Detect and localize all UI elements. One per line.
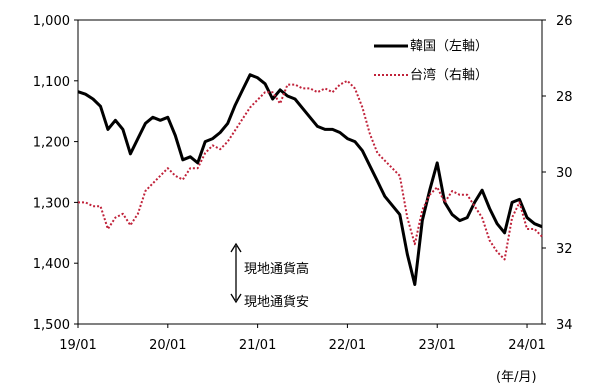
left-tick-label: 1,400 (33, 257, 70, 272)
left-tick-label: 1,500 (33, 318, 70, 333)
x-tick-label: 20/01 (149, 338, 186, 353)
right-tick-label: 30 (556, 166, 573, 181)
right-tick-label: 26 (556, 14, 573, 29)
x-tick-label: 23/01 (418, 338, 455, 353)
left-tick-label: 1,000 (33, 14, 70, 29)
right-tick-label: 28 (556, 90, 573, 105)
x-axis: 19/01 20/01 21/01 22/01 23/01 24/01 (59, 324, 546, 353)
plot-area (77, 19, 543, 325)
currency-direction-annotation: 現地通貨高 現地通貨安 (230, 242, 309, 310)
annotation-down-label: 現地通貨安 (244, 294, 309, 310)
x-axis-label: (年/月) (496, 370, 537, 385)
annotation-arrow-up-icon (230, 242, 242, 253)
left-axis: 1,000 1,100 1,200 1,300 1,400 1,500 (33, 14, 78, 333)
right-tick-label: 32 (556, 242, 573, 257)
right-axis: 26 28 30 32 34 (542, 14, 573, 333)
left-tick-label: 1,300 (33, 196, 70, 211)
x-tick-label: 22/01 (329, 338, 366, 353)
legend: 韓国（左軸） 台湾（右軸） (374, 39, 488, 83)
annotation-up-label: 現地通貨高 (244, 261, 309, 277)
legend-label-taiwan: 台湾（右軸） (410, 67, 488, 83)
right-tick-label: 34 (556, 318, 573, 333)
x-tick-label: 21/01 (239, 338, 276, 353)
left-tick-label: 1,100 (33, 75, 70, 90)
series-line-korea (77, 73, 543, 286)
legend-label-korea: 韓国（左軸） (410, 39, 488, 54)
left-tick-label: 1,200 (33, 136, 70, 151)
x-tick-label: 24/01 (508, 338, 545, 353)
annotation-arrow-down-icon (230, 293, 242, 304)
series-layer (77, 73, 543, 286)
x-tick-label: 19/01 (59, 338, 96, 353)
series-line-taiwan (78, 79, 543, 261)
